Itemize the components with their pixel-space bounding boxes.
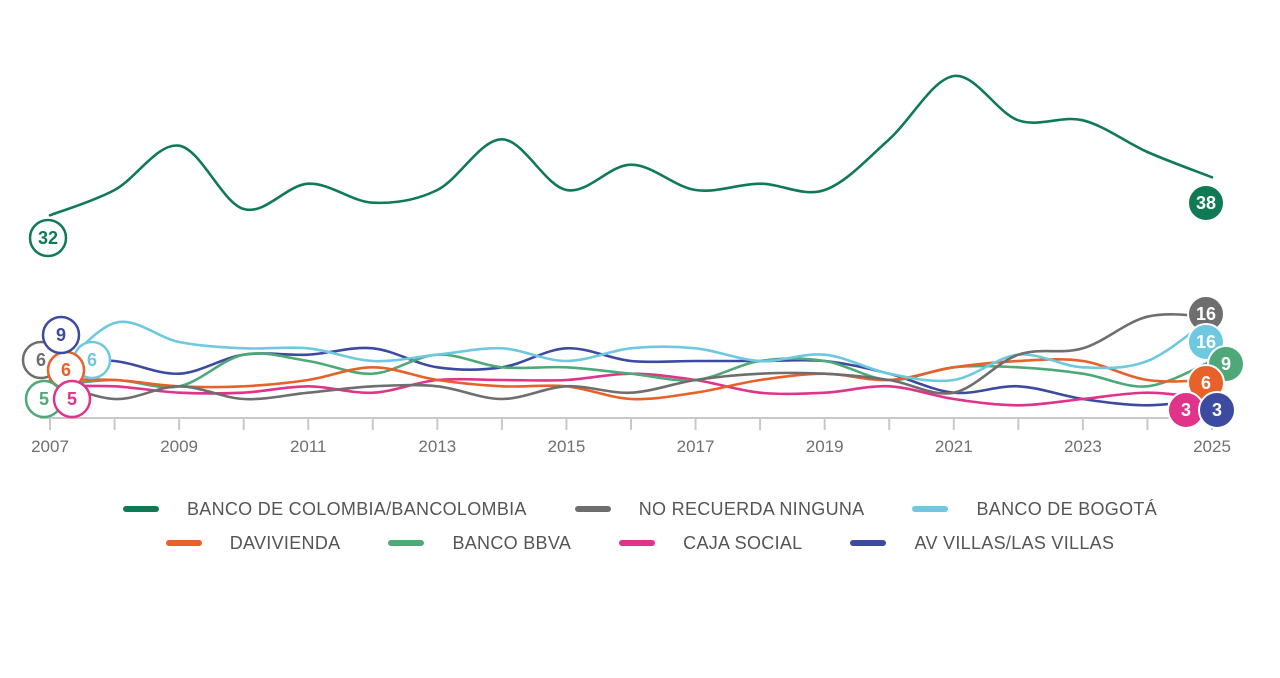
- legend-swatch: [388, 540, 425, 546]
- legend: BANCO DE COLOMBIA/BANCOLOMBIA NO RECUERDA…: [0, 492, 1280, 560]
- legend-swatch: [574, 506, 611, 512]
- start-value-marker: 5: [52, 379, 92, 419]
- series-line: [48, 352, 1214, 389]
- legend-label: CAJA SOCIAL: [683, 532, 803, 553]
- end-value-label: 6: [1201, 373, 1211, 393]
- x-tick-label: 2021: [935, 437, 973, 456]
- legend-item: BANCO BBVA: [388, 533, 571, 554]
- x-tick-label: 2025: [1193, 437, 1231, 456]
- x-tick-label: 2007: [31, 437, 69, 456]
- end-value-label: 16: [1196, 332, 1216, 352]
- start-value-label: 6: [36, 350, 46, 370]
- start-value-label: 9: [56, 325, 66, 345]
- start-value-label: 5: [39, 389, 49, 409]
- legend-item: BANCO DE BOGOTÁ: [912, 499, 1157, 520]
- x-tick-label: 2017: [677, 437, 715, 456]
- end-value-marker: 38: [1187, 184, 1225, 222]
- legend-swatch: [912, 506, 949, 512]
- series-line: [48, 313, 1214, 401]
- legend-item: BANCO DE COLOMBIA/BANCOLOMBIA: [122, 498, 527, 520]
- end-value-label: 3: [1212, 400, 1222, 420]
- series-line: [48, 315, 1214, 383]
- x-tick-label: 2023: [1064, 437, 1102, 456]
- legend-item: NO RECUERDA NINGUNA: [574, 498, 865, 520]
- legend-item: AV VILLAS/LAS VILLAS: [850, 533, 1114, 554]
- legend-label: NO RECUERDA NINGUNA: [638, 498, 865, 519]
- start-value-label: 32: [38, 228, 58, 248]
- legend-row: DAVIVIENDA BANCO BBVA CAJA SOCIAL AV VILLAS…: [0, 526, 1280, 560]
- end-value-label: 16: [1196, 304, 1216, 324]
- series-line: [48, 74, 1214, 217]
- x-tick-label: 2013: [418, 437, 456, 456]
- legend-label: BANCO DE BOGOTÁ: [976, 498, 1158, 519]
- x-tick-label: 2019: [806, 437, 844, 456]
- x-tick-label: 2011: [290, 437, 327, 456]
- end-value-marker: 3: [1198, 391, 1236, 429]
- legend-swatch: [122, 506, 159, 512]
- legend-label: AV VILLAS/LAS VILLAS: [914, 532, 1115, 553]
- end-value-label: 38: [1196, 193, 1216, 213]
- legend-swatch: [165, 540, 202, 546]
- legend-row: BANCO DE COLOMBIA/BANCOLOMBIA NO RECUERDA…: [0, 492, 1280, 526]
- x-tick-label: 2009: [160, 437, 198, 456]
- legend-label: BANCO BBVA: [452, 532, 572, 553]
- line-chart: 2007 2009 2011 2013 2015 2017 2019 2021 2023 2025…: [21, 74, 1245, 456]
- end-value-label: 3: [1181, 400, 1191, 420]
- series-line: [48, 358, 1214, 401]
- legend-label: DAVIVIENDA: [229, 532, 341, 553]
- start-value-label: 6: [87, 350, 97, 370]
- start-value-marker: 32: [28, 218, 68, 258]
- start-value-marker: 9: [41, 315, 81, 355]
- legend-item: CAJA SOCIAL: [619, 533, 802, 554]
- end-value-marker: 3: [1167, 391, 1205, 429]
- start-value-label: 6: [61, 360, 71, 380]
- legend-swatch: [850, 540, 887, 546]
- legend-item: DAVIVIENDA: [165, 532, 341, 554]
- x-tick-label: 2015: [548, 437, 586, 456]
- legend-swatch: [619, 540, 656, 546]
- end-value-label: 9: [1221, 354, 1231, 374]
- legend-label: BANCO DE COLOMBIA/BANCOLOMBIA: [186, 498, 527, 519]
- start-value-label: 5: [67, 389, 77, 409]
